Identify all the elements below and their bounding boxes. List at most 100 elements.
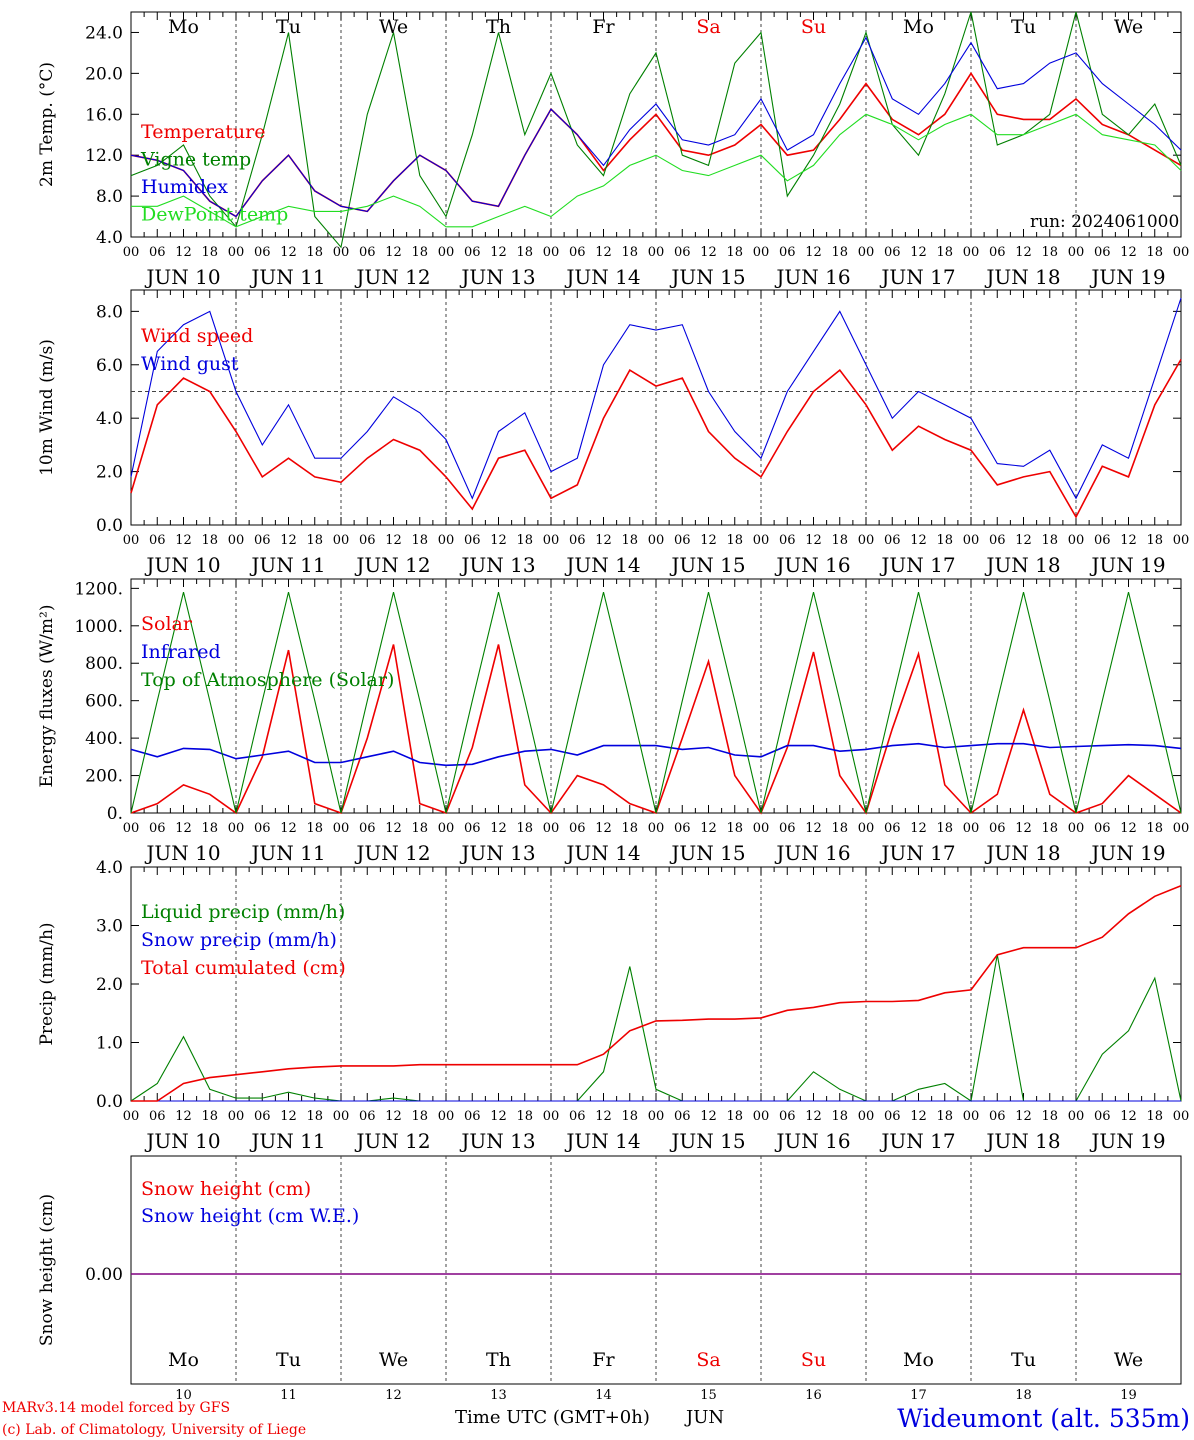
- hour-tick-label: 00: [1173, 533, 1190, 548]
- day-number: 13: [490, 1388, 507, 1403]
- day-label: JUN 10: [144, 1129, 220, 1153]
- hour-tick-label: 18: [516, 533, 533, 548]
- hour-tick-label: 00: [858, 1109, 875, 1124]
- series-line-green: [130, 11, 1182, 249]
- hour-tick-label: 18: [726, 821, 743, 836]
- y-axis-title: Energy fluxes (W/m²): [37, 605, 57, 788]
- series-line-red: [130, 359, 1182, 519]
- hour-tick-label: 06: [884, 245, 901, 260]
- y-tick-label: 0.: [107, 804, 123, 824]
- weekday-label: Su: [801, 16, 826, 38]
- hour-tick-label: 18: [306, 1109, 323, 1124]
- weekday-label: Th: [486, 1349, 511, 1371]
- hour-tick-label: 12: [1015, 245, 1032, 260]
- legend-entry: Liquid precip (mm/h): [141, 901, 345, 923]
- hour-tick-label: 18: [1146, 1109, 1163, 1124]
- y-tick-label: 4.0: [96, 858, 123, 878]
- hour-tick-label: 06: [674, 245, 691, 260]
- y-tick-label: 8.0: [96, 187, 123, 207]
- day-number: 19: [1120, 1388, 1137, 1403]
- day-label: JUN 18: [984, 1129, 1060, 1153]
- hour-tick-label: 00: [1173, 245, 1190, 260]
- hour-tick-label: 00: [963, 821, 980, 836]
- weekday-label: Tu: [1011, 1349, 1036, 1371]
- weekday-label: Mo: [903, 1349, 934, 1371]
- hour-tick-label: 18: [306, 533, 323, 548]
- hour-tick-label: 06: [779, 1109, 796, 1124]
- hour-tick-label: 00: [543, 533, 560, 548]
- hour-tick-label: 12: [175, 245, 192, 260]
- weekday-label: We: [379, 1349, 408, 1371]
- weekday-label: Fr: [592, 1349, 615, 1371]
- y-tick-label: 0.00: [85, 1265, 123, 1285]
- hour-tick-label: 12: [700, 533, 717, 548]
- y-tick-label: 4.0: [96, 409, 123, 429]
- series-line-red: [131, 884, 1182, 1102]
- hour-tick-label: 06: [674, 821, 691, 836]
- panel-frame: [130, 11, 1182, 238]
- y-tick-label: 3.0: [96, 917, 123, 937]
- legend-entry: Snow height (cm): [141, 1178, 311, 1200]
- day-label: JUN 15: [669, 553, 745, 577]
- day-label: JUN 19: [1089, 265, 1165, 289]
- weekday-label: We: [1114, 16, 1143, 38]
- hour-tick-label: 06: [359, 245, 376, 260]
- y-axis-title: Precip (mm/h): [37, 922, 57, 1045]
- hour-tick-label: 18: [1146, 533, 1163, 548]
- hour-tick-label: 18: [831, 245, 848, 260]
- hour-tick-label: 06: [884, 533, 901, 548]
- hour-tick-label: 00: [648, 245, 665, 260]
- hour-tick-label: 06: [989, 533, 1006, 548]
- weekday-label: Mo: [903, 16, 934, 38]
- day-label: JUN 12: [354, 841, 430, 865]
- hour-tick-label: 18: [1041, 245, 1058, 260]
- hour-tick-label: 12: [385, 533, 402, 548]
- hour-tick-label: 06: [464, 533, 481, 548]
- hour-tick-label: 12: [805, 245, 822, 260]
- y-tick-label: 200.: [85, 767, 123, 787]
- hour-tick-label: 12: [490, 533, 507, 548]
- hour-tick-label: 06: [884, 821, 901, 836]
- hour-tick-label: 12: [700, 821, 717, 836]
- series-line-green: [130, 591, 1182, 814]
- hour-tick-label: 06: [569, 245, 586, 260]
- y-axis-title: 10m Wind (m/s): [37, 339, 57, 476]
- day-label: JUN 17: [879, 553, 955, 577]
- day-label: JUN 19: [1089, 841, 1165, 865]
- hour-tick-label: 12: [910, 1109, 927, 1124]
- hour-tick-label: 00: [1173, 1109, 1190, 1124]
- day-label: JUN 18: [984, 841, 1060, 865]
- day-label: JUN 14: [564, 1129, 640, 1153]
- weekday-label: Mo: [168, 16, 199, 38]
- day-label: JUN 12: [354, 265, 430, 289]
- day-label: JUN 13: [459, 1129, 535, 1153]
- hour-tick-label: 06: [254, 1109, 271, 1124]
- hour-tick-label: 06: [359, 1109, 376, 1124]
- hour-tick-label: 00: [438, 821, 455, 836]
- hour-tick-label: 06: [989, 1109, 1006, 1124]
- y-tick-label: 600.: [85, 692, 123, 712]
- weekday-label: Tu: [276, 16, 301, 38]
- hour-tick-label: 06: [149, 1109, 166, 1124]
- hour-tick-label: 12: [805, 1109, 822, 1124]
- day-label: JUN 11: [249, 265, 325, 289]
- day-label: JUN 19: [1089, 1129, 1165, 1153]
- hour-tick-label: 12: [490, 245, 507, 260]
- hour-tick-label: 18: [411, 821, 428, 836]
- legend-entry: Top of Atmosphere (Solar): [141, 669, 394, 691]
- legend-entry: Wind gust: [141, 353, 239, 375]
- day-number: 11: [280, 1388, 297, 1403]
- panel-1: 4.0 8.0 12.0 16.0 20.0 24.0 2m Temp. (°C) Tempe…: [37, 11, 1190, 289]
- hour-tick-label: 12: [385, 821, 402, 836]
- y-tick-label: 400.: [85, 729, 123, 749]
- day-label: JUN 15: [669, 265, 745, 289]
- y-tick-label: 1200.: [74, 579, 123, 599]
- hour-tick-label: 06: [1094, 533, 1111, 548]
- station-name: Wideumont (alt. 535m): [897, 1404, 1190, 1433]
- day-label: JUN 10: [144, 841, 220, 865]
- day-label: JUN 16: [774, 265, 850, 289]
- hour-tick-label: 18: [306, 245, 323, 260]
- hour-tick-label: 18: [1041, 533, 1058, 548]
- series-line-green: [130, 954, 1182, 1102]
- weekday-label: Sa: [696, 16, 720, 38]
